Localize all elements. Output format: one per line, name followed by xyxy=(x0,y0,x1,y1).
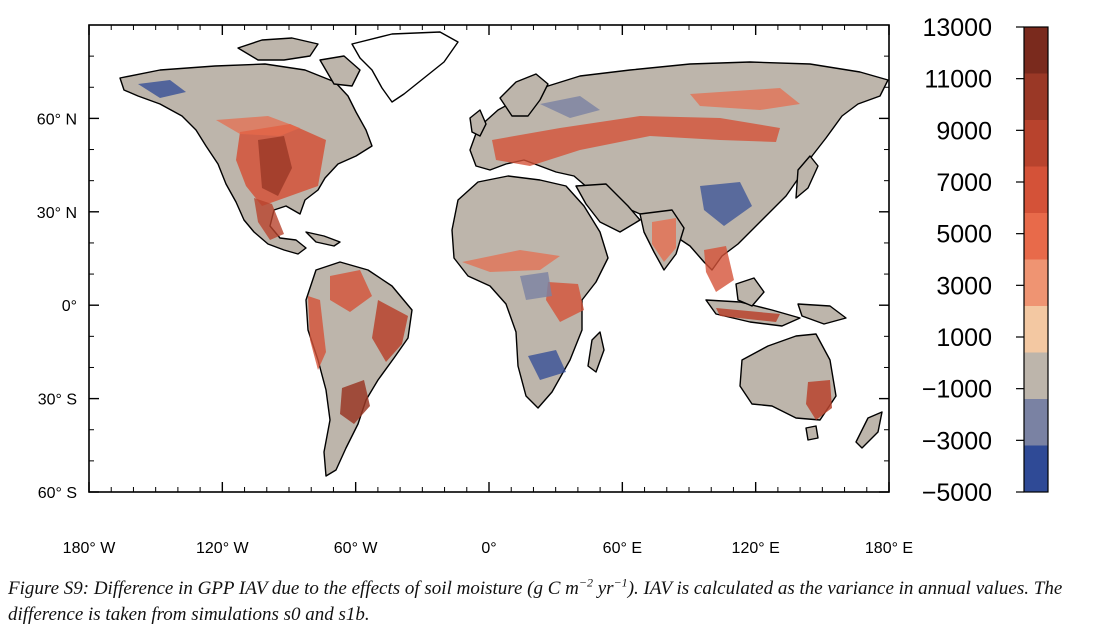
colorbar-label: −5000 xyxy=(922,479,992,507)
overlay-mexico xyxy=(254,198,284,240)
new-guinea xyxy=(797,303,847,325)
colorbar-segment xyxy=(1024,306,1048,353)
colorbar-segment xyxy=(1024,27,1048,74)
colorbar-label: 5000 xyxy=(936,221,992,249)
lat-label: 0° xyxy=(62,298,77,315)
scandinavia xyxy=(499,73,549,117)
lon-label: 120° E xyxy=(732,540,780,557)
caribbean-islands xyxy=(305,231,341,247)
overlay-east-africa xyxy=(546,282,584,322)
japan xyxy=(795,155,819,199)
greenland xyxy=(351,31,459,103)
caption-exponent-1: −2 xyxy=(578,575,593,590)
baffin-island xyxy=(319,55,361,87)
lat-label: 60° N xyxy=(37,111,77,128)
borneo xyxy=(735,277,765,307)
colorbar-border xyxy=(1023,26,1049,493)
overlay-blue-china xyxy=(700,182,752,226)
overlay-brazil-east xyxy=(372,300,408,362)
arctic-islands xyxy=(237,37,319,61)
caption-part-2: yr xyxy=(593,578,614,599)
new-zealand xyxy=(855,411,883,449)
overlay-europe-belt xyxy=(492,116,780,166)
tasmania xyxy=(805,425,819,441)
overlay-indonesia xyxy=(716,308,780,322)
overlay-us-core xyxy=(258,136,292,196)
lat-label: 60° S xyxy=(38,485,77,502)
colorbar-segment xyxy=(1024,399,1048,446)
caption-part-3: ). IAV is calculated as the variance in … xyxy=(8,578,1063,625)
colorbar-segment xyxy=(1024,166,1048,214)
overlay-canada-prairie xyxy=(216,116,300,136)
colorbar-label: 1000 xyxy=(936,324,992,352)
colorbar-segment xyxy=(1024,73,1048,121)
overlay-andes xyxy=(308,296,326,370)
caption-exponent-2: −1 xyxy=(613,575,628,590)
colorbar-segment xyxy=(1024,213,1048,260)
colorbar-label: 11000 xyxy=(924,66,992,94)
overlay-blue-westafrica xyxy=(520,272,552,300)
minor-ticks xyxy=(89,25,889,492)
colorbar-segment xyxy=(1024,259,1048,307)
colorbar-label: −1000 xyxy=(922,376,992,404)
overlay-blue-canada xyxy=(138,80,186,98)
lon-label: 120° W xyxy=(196,540,250,557)
arabian-peninsula xyxy=(575,183,641,233)
colorbar-segment xyxy=(1024,120,1048,167)
latitude-axis: 60° N 30° N 0° 30° S 60° S xyxy=(37,111,889,502)
lon-label: 60° E xyxy=(603,540,642,557)
lat-label: 30° N xyxy=(37,205,77,222)
overlay-amazon-north xyxy=(330,270,372,312)
colorbar-label: 9000 xyxy=(936,117,992,145)
colorbar-segment xyxy=(1024,445,1048,493)
colorbar-label: 3000 xyxy=(936,272,992,300)
overlay-pampas xyxy=(340,380,370,424)
colorbar-label: 13000 xyxy=(922,14,992,42)
overlay-blue-europe xyxy=(540,96,600,118)
difference-overlay xyxy=(138,80,832,424)
lon-label: 180° E xyxy=(865,540,913,557)
figure-caption: Figure S9: Difference in GPP IAV due to … xyxy=(8,576,1104,628)
colorbar-label: 7000 xyxy=(936,169,992,197)
lat-label: 30° S xyxy=(38,392,77,409)
colorbar: 13000 11000 9000 7000 5000 3000 1000 −1000 −3000… xyxy=(922,14,1049,507)
lon-label: 0° xyxy=(481,540,496,557)
lon-label: 180° W xyxy=(63,540,117,557)
colorbar-segment xyxy=(1024,352,1048,400)
overlay-se-asia xyxy=(704,246,734,292)
colorbar-label: −3000 xyxy=(922,427,992,455)
overlay-sahel xyxy=(462,250,560,272)
overlay-russia-red xyxy=(690,88,800,110)
great-britain xyxy=(469,109,487,137)
madagascar xyxy=(587,331,605,373)
longitude-axis: 180° W 120° W 60° W 0° 60° E 120° E 180° E xyxy=(63,25,913,557)
lon-label: 60° W xyxy=(334,540,379,557)
caption-part-1: Figure S9: Difference in GPP IAV due to … xyxy=(8,578,579,599)
overlay-blue-southern-africa xyxy=(528,350,566,380)
overlay-india-red xyxy=(652,218,676,262)
overlay-australia-east xyxy=(806,380,832,420)
figure: 60° N 30° N 0° 30° S 60° S 180° W 120° W 60° W… xyxy=(37,14,1049,557)
